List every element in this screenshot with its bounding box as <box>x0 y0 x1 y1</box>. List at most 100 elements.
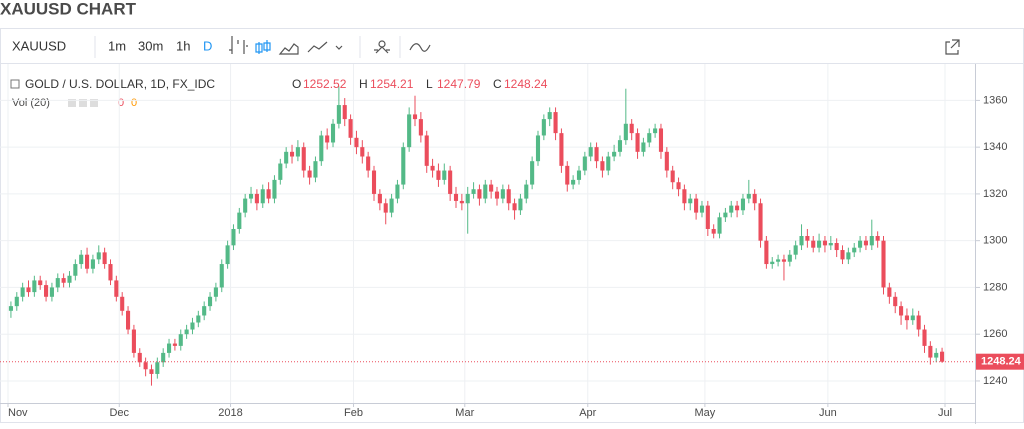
candle-body <box>711 228 716 234</box>
candle-body <box>694 198 699 213</box>
candle-body <box>85 254 90 269</box>
candle-body <box>442 170 447 180</box>
candle-body <box>535 135 541 162</box>
y-tick-label: 1320 <box>983 188 1007 200</box>
y-tick-label: 1340 <box>983 141 1007 153</box>
line-icon[interactable] <box>307 41 328 53</box>
collapse-icon[interactable] <box>10 79 20 89</box>
ohlc-value: 1247.79 <box>437 77 481 91</box>
candle-body <box>459 200 464 204</box>
y-tick-label: 1360 <box>983 94 1007 106</box>
candles-icon[interactable] <box>255 40 271 54</box>
indicator-icon[interactable] <box>378 40 386 48</box>
candle-body <box>582 156 587 171</box>
candle-body <box>764 240 769 265</box>
candle-body <box>184 329 189 335</box>
candle-body <box>682 189 687 204</box>
candle-body <box>940 351 945 362</box>
candle-body <box>834 243 839 251</box>
candle-body <box>635 133 640 152</box>
ohlc-key: C <box>493 77 502 91</box>
candle-body <box>653 128 658 134</box>
candle-body <box>688 198 693 204</box>
x-tick-label: Jul <box>938 407 952 419</box>
candle-body <box>506 189 511 204</box>
candle-body <box>571 179 576 185</box>
candle-body <box>14 296 19 307</box>
candle-body <box>67 275 72 283</box>
candle-body <box>822 240 827 246</box>
compare-icon[interactable] <box>409 43 431 52</box>
candle-body <box>518 198 523 211</box>
candle-body <box>272 179 277 199</box>
candle-body <box>231 228 236 246</box>
candle-body <box>588 147 593 157</box>
candle-body <box>746 193 751 199</box>
candle-body <box>8 306 13 311</box>
candle-body <box>448 170 453 194</box>
interval-button[interactable]: 30m <box>138 38 163 53</box>
x-tick-label: Feb <box>344 407 363 419</box>
candle-body <box>494 191 500 199</box>
candle-body <box>664 151 669 171</box>
candle-body <box>699 205 705 213</box>
symbol-button[interactable]: XAUUSD <box>12 38 66 53</box>
last-price-label: 1248.24 <box>981 356 1022 368</box>
candle-body <box>623 123 628 141</box>
y-tick-label: 1240 <box>983 375 1007 387</box>
candle-body <box>559 133 564 166</box>
candle-body <box>55 278 60 288</box>
candle-body <box>928 345 933 358</box>
candle-body <box>729 205 734 213</box>
interval-button[interactable]: D <box>203 38 212 53</box>
candle-body <box>541 119 546 136</box>
candle-body <box>295 147 300 157</box>
candle-body <box>934 352 939 358</box>
candle-body <box>330 123 336 143</box>
candle-body <box>530 161 535 185</box>
area-icon[interactable] <box>278 43 299 55</box>
series-legend: GOLD / U.S. DOLLAR, 1D, FX_IDC <box>25 77 215 91</box>
candle-body <box>811 240 816 248</box>
interval-button[interactable]: 1m <box>108 38 126 53</box>
candle-body <box>284 151 289 164</box>
x-tick-label: Nov <box>8 407 28 419</box>
ohlc-value: 1254.21 <box>370 77 414 91</box>
candle-body <box>723 212 728 218</box>
candle-body <box>770 261 775 265</box>
candle-body <box>377 193 382 204</box>
popout-icon[interactable] <box>945 39 960 55</box>
candle-body <box>705 205 710 229</box>
candle-body <box>887 287 892 297</box>
candle-body <box>453 193 459 201</box>
ohlc-key: L <box>426 77 433 91</box>
candle-body <box>875 236 880 241</box>
candle-body <box>319 135 324 162</box>
candle-body <box>670 170 675 183</box>
candle-body <box>477 189 482 199</box>
candle-body <box>313 161 318 178</box>
candle-body <box>647 133 652 143</box>
candle-body <box>899 306 904 316</box>
candle-body <box>617 140 623 152</box>
x-tick-label: Dec <box>109 407 129 419</box>
interval-button[interactable]: 1h <box>176 38 190 53</box>
candle-body <box>629 123 634 134</box>
candle-body <box>600 161 605 171</box>
candle-body <box>576 170 582 180</box>
bars-icon[interactable] <box>229 36 248 54</box>
candle-body <box>904 315 909 321</box>
candle-body <box>243 198 248 213</box>
ohlc-value: 1252.52 <box>303 77 347 91</box>
candle-body <box>342 105 347 120</box>
candle-body <box>301 147 306 171</box>
candle-body <box>799 236 804 246</box>
x-tick-label: Apr <box>579 407 596 419</box>
toolbar-icons <box>229 36 960 55</box>
candle-body <box>418 119 423 136</box>
page-title: XAUUSD CHART <box>0 0 137 18</box>
candle-body <box>202 306 207 316</box>
style-dropdown[interactable] <box>335 45 343 50</box>
candle-body <box>840 250 845 260</box>
